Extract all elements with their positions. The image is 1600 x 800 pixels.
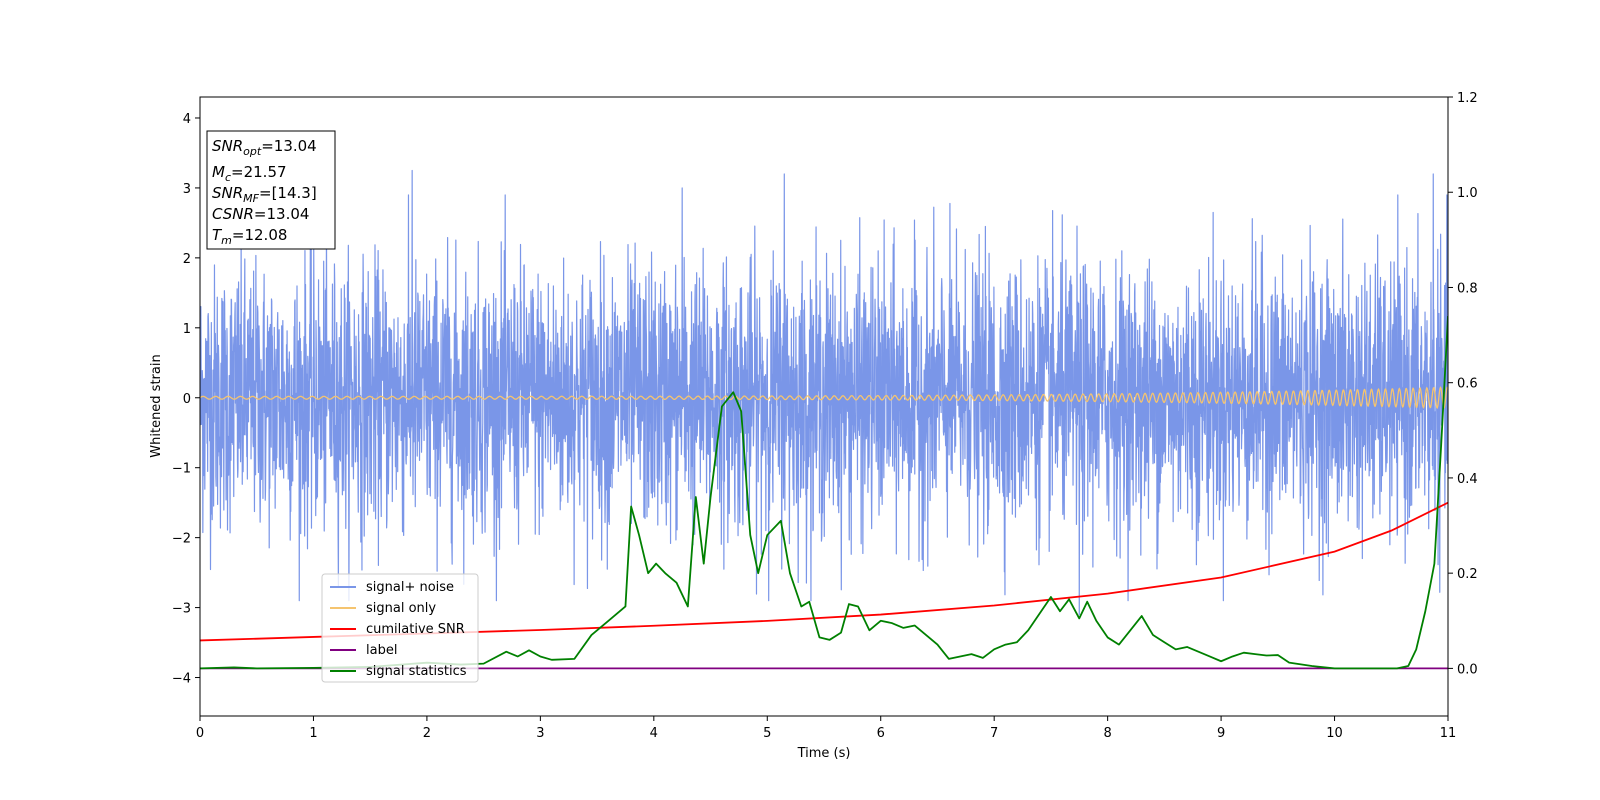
series-signal-statistics [200,315,1448,670]
y-tick-label: −2 [172,532,191,547]
y2-tick-label: 0.0 [1457,662,1478,677]
x-tick-label: 3 [536,726,544,741]
x-axis: 0 1 2 3 4 5 6 7 8 9 10 11 [196,716,1456,741]
y-tick-label: 3 [183,182,191,197]
y2-tick-label: 0.8 [1457,281,1478,296]
x-tick-label: 9 [1217,726,1225,741]
info-box: SNRopt=13.04 Mc=21.57 SNRMF=[14.3] CSNR=… [206,130,336,250]
y-tick-label: 0 [183,392,191,407]
x-tick-label: 2 [423,726,431,741]
y-tick-label: −4 [172,672,191,687]
legend-entry: cumilative SNR [366,622,465,637]
legend-entry: signal statistics [366,664,467,679]
y2-tick-label: 0.6 [1457,377,1478,392]
x-tick-label: 6 [877,726,885,741]
y-axis-left: 4 3 2 1 0 −1 −2 −3 −4 [172,112,200,687]
info-snr-opt: SNRopt=13.04 [212,137,317,158]
x-tick-label: 1 [309,726,317,741]
info-csnr: CSNR=13.04 [212,205,309,223]
legend: signal+ noise signal only cumilative SNR la… [321,573,479,683]
y-axis-right: 1.2 1.0 0.8 0.6 0.4 0.2 0.0 [1448,91,1478,677]
x-axis-label: Time (s) [797,746,851,761]
y-tick-label: −3 [172,602,191,617]
y-tick-label: 1 [183,322,191,337]
legend-entry: signal only [366,601,436,616]
plot-frame [199,96,1449,717]
x-tick-label: 10 [1326,726,1343,741]
y-axis-label: Whitened strain [149,354,164,457]
y-tick-label: 2 [183,252,191,267]
legend-frame [321,573,479,683]
y-tick-label: −1 [172,462,191,477]
y2-tick-label: 0.2 [1457,567,1478,582]
x-tick-label: 7 [990,726,998,741]
x-tick-label: 0 [196,726,204,741]
info-tm: Tm=12.08 [212,226,287,247]
x-tick-label: 11 [1440,726,1457,741]
info-box-frame [206,130,336,250]
y2-tick-label: 1.2 [1457,91,1478,106]
info-snr-mf: SNRMF=[14.3] [212,184,317,205]
y-tick-label: 4 [183,112,191,127]
x-tick-label: 8 [1103,726,1111,741]
x-tick-label: 4 [650,726,658,741]
y2-tick-label: 0.4 [1457,472,1478,487]
info-mc: Mc=21.57 [212,163,287,184]
series-signal-only [200,386,1448,410]
legend-entry: label [366,643,397,658]
x-tick-label: 5 [763,726,771,741]
legend-entry: signal+ noise [366,580,454,595]
y2-tick-label: 1.0 [1457,186,1478,201]
